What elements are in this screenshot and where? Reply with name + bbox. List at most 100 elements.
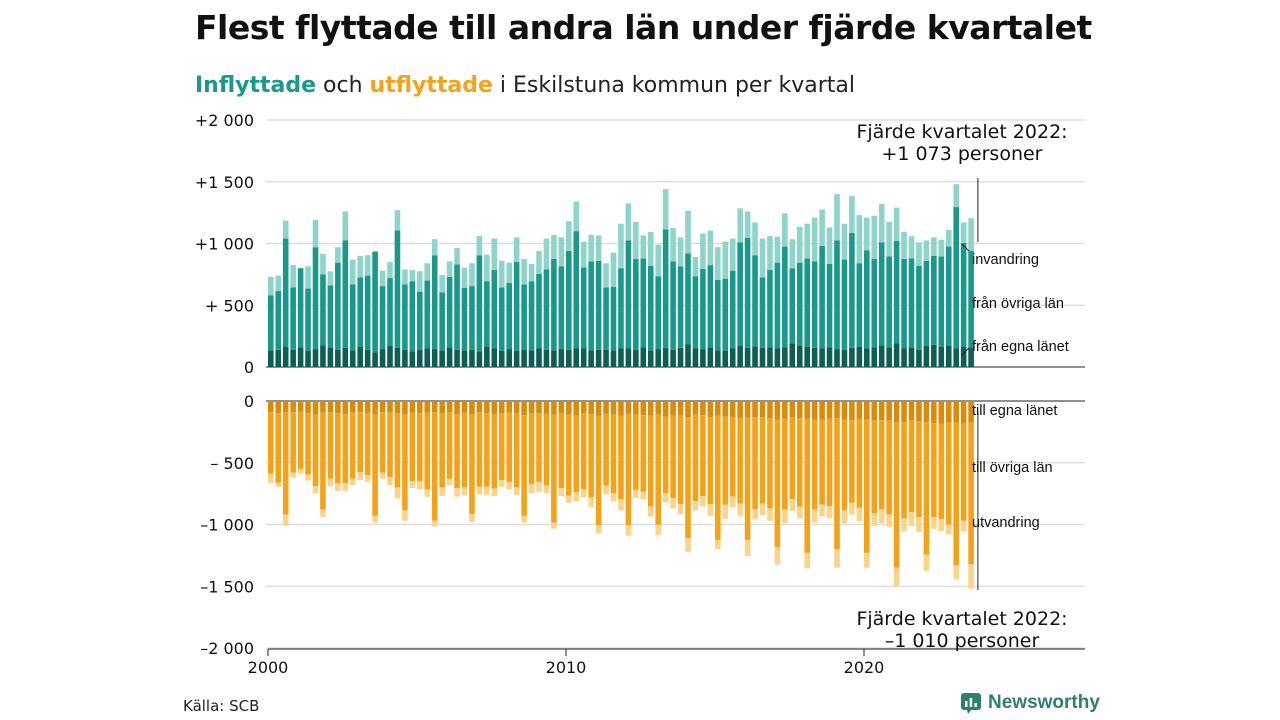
bar-out-ovriga (506, 412, 512, 482)
bar-in-egna (931, 344, 937, 367)
bar-out-utvandring (454, 488, 460, 497)
bar-out-egna (908, 401, 915, 421)
bar-in-egna (871, 347, 878, 367)
bar-out-ovriga (819, 419, 825, 505)
bar-out-egna (878, 401, 885, 421)
bar-out-egna (931, 401, 937, 424)
bar-in-invandring (387, 262, 393, 279)
bar-in-invandring (431, 239, 438, 256)
label-fran-egna: från egna länet (972, 339, 1069, 355)
bar-in-ovriga (409, 281, 416, 352)
bar-out-ovriga (536, 413, 542, 482)
bar-out-utvandring (491, 488, 498, 497)
bar-in-invandring (394, 210, 401, 231)
bar-in-invandring (484, 254, 490, 282)
bar-in-invandring (305, 266, 311, 289)
bar-out-utvandring (878, 509, 885, 524)
bar-out-egna (551, 401, 557, 415)
bar-in-ovriga (938, 256, 945, 347)
bar-out-ovriga (513, 413, 520, 488)
bar-out-utvandring (364, 475, 371, 482)
bar-in-invandring (886, 221, 892, 257)
bar-in-invandring (290, 265, 296, 288)
bar-in-ovriga (513, 262, 520, 351)
bar-in-egna (640, 347, 647, 367)
bar-in-invandring (811, 217, 818, 262)
bar-in-ovriga (282, 238, 289, 347)
bar-out-ovriga (647, 415, 654, 507)
bar-out-utvandring (387, 476, 393, 485)
bar-in-invandring (312, 220, 319, 248)
bar-in-ovriga (431, 255, 438, 350)
bar-out-utvandring (394, 487, 401, 499)
bar-in-egna (446, 347, 453, 367)
bar-out-egna (826, 401, 833, 419)
bar-out-utvandring (297, 468, 304, 474)
bar-in-egna (603, 349, 609, 367)
bar-out-utvandring (372, 515, 378, 523)
bar-in-invandring (640, 235, 647, 259)
bar-out-ovriga (364, 413, 371, 476)
bar-in-invandring (826, 227, 833, 264)
bar-out-egna (335, 401, 341, 414)
bar-out-utvandring (692, 501, 699, 511)
bar-in-ovriga (268, 295, 274, 351)
bar-out-ovriga (566, 414, 572, 496)
bar-out-ovriga (901, 421, 907, 519)
bar-out-egna (521, 401, 527, 416)
bar-in-ovriga (871, 258, 878, 348)
x-tick-label: 2010 (546, 658, 587, 677)
bar-in-invandring (379, 270, 386, 287)
bar-in-invandring (670, 228, 676, 262)
bar-in-egna (498, 350, 505, 367)
bar-out-ovriga (625, 413, 632, 526)
bar-out-utvandring (431, 520, 438, 527)
bar-in-egna (789, 343, 796, 367)
bar-in-egna (610, 350, 617, 367)
bar-in-ovriga (588, 261, 594, 351)
label-utvandring: utvandring (972, 515, 1040, 531)
bar-out-ovriga (908, 420, 915, 513)
bar-in-egna (886, 347, 892, 367)
bar-in-invandring (558, 237, 565, 267)
bar-in-invandring (782, 213, 788, 247)
bar-in-egna (737, 346, 743, 367)
bar-out-utvandring (580, 489, 587, 498)
bar-in-egna (387, 346, 393, 367)
bar-in-ovriga (826, 263, 833, 348)
bar-out-ovriga (439, 413, 445, 488)
bar-in-egna (767, 347, 773, 367)
bar-in-ovriga (953, 207, 959, 349)
bar-out-utvandring (521, 515, 527, 523)
bar-out-utvandring (789, 499, 796, 511)
bar-out-egna (268, 401, 274, 413)
bar-out-ovriga (476, 412, 483, 487)
bar-out-egna (461, 401, 468, 414)
bar-out-egna (275, 401, 282, 414)
bar-out-utvandring (647, 506, 654, 517)
bar-in-egna (647, 350, 654, 367)
bar-in-ovriga (349, 284, 356, 351)
bar-out-ovriga (551, 414, 557, 523)
bar-out-ovriga (297, 411, 304, 469)
bar-out-ovriga (707, 417, 714, 505)
bar-out-ovriga (342, 413, 349, 484)
bar-in-ovriga (446, 276, 453, 348)
bar-in-invandring (789, 239, 796, 269)
bar-out-ovriga (580, 413, 587, 490)
bar-in-invandring (864, 217, 870, 251)
bar-in-invandring (841, 223, 848, 260)
bar-out-ovriga (923, 421, 930, 555)
bar-in-egna (856, 346, 863, 367)
bar-in-egna (536, 348, 542, 367)
bar-out-ovriga (796, 418, 803, 507)
bar-in-invandring (409, 270, 416, 282)
bar-in-egna (431, 349, 438, 367)
bar-out-ovriga (424, 412, 431, 490)
bar-in-invandring (655, 244, 661, 277)
bar-out-egna (469, 401, 475, 415)
bar-in-egna (551, 350, 557, 367)
bar-out-egna (446, 401, 453, 413)
bar-in-egna (297, 347, 304, 367)
bar-out-ovriga (715, 415, 721, 540)
